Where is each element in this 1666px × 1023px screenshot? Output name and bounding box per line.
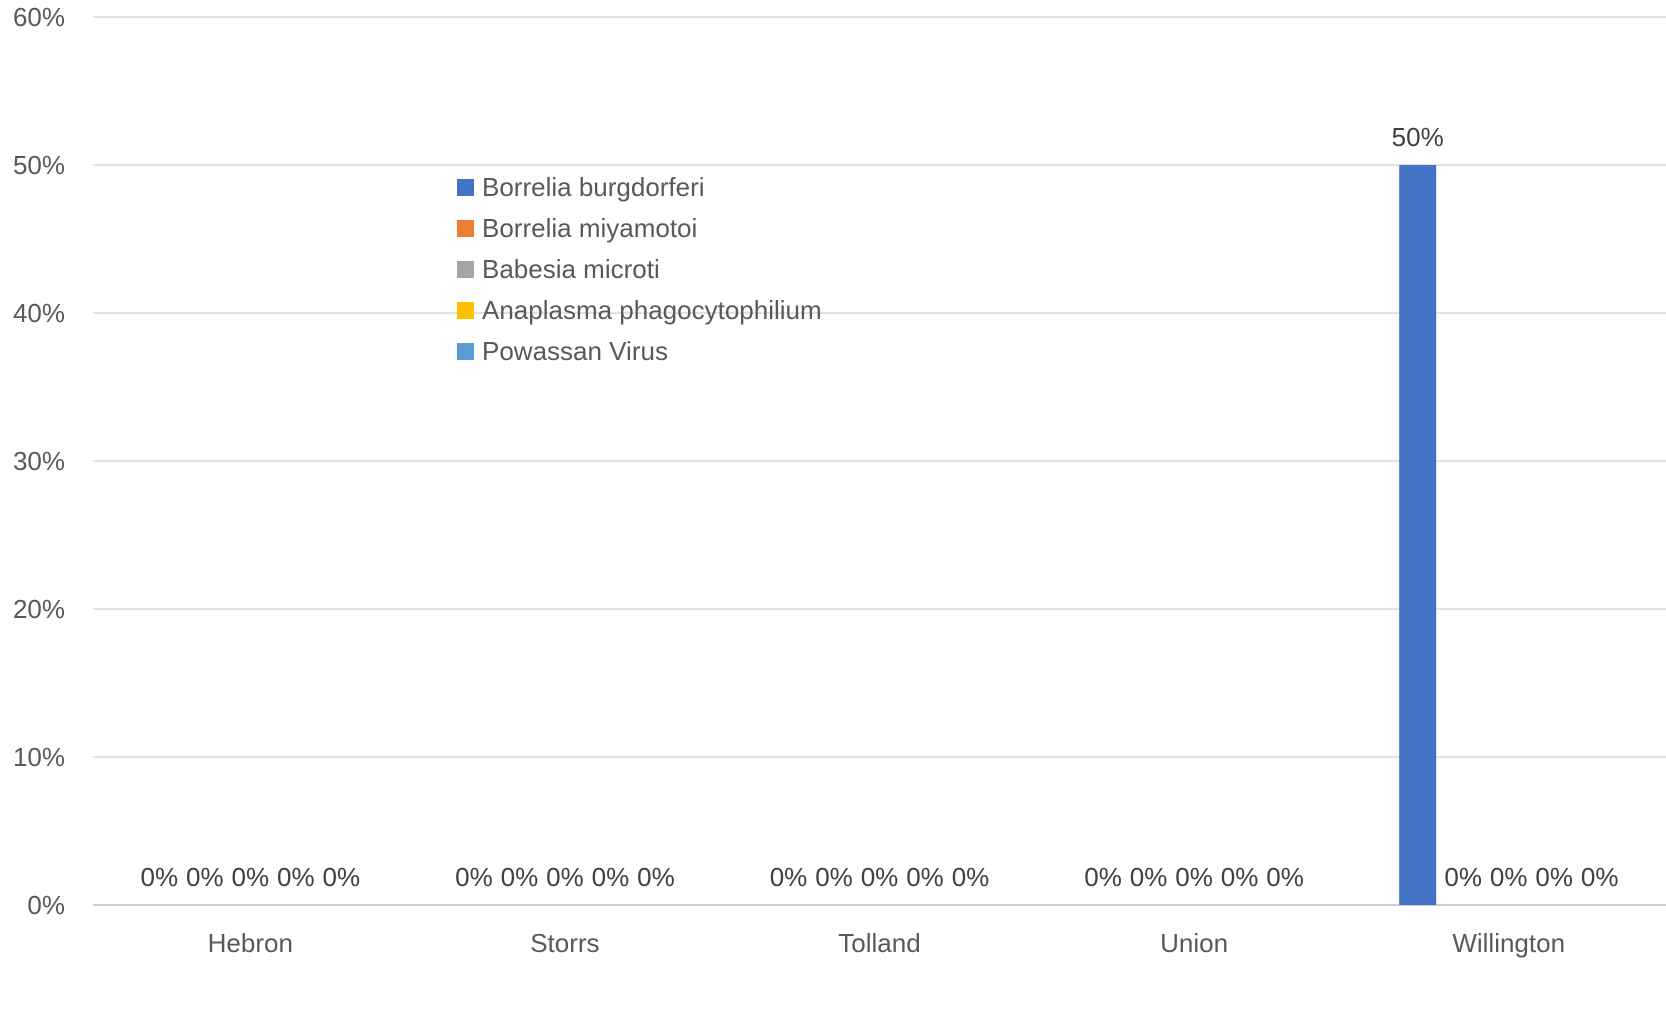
- data-label: 0%: [323, 862, 361, 892]
- data-label: 0%: [592, 862, 630, 892]
- data-label: 0%: [1581, 862, 1619, 892]
- legend-swatch: [457, 343, 474, 360]
- legend-item: Borrelia burgdorferi: [457, 172, 705, 202]
- data-label: 0%: [1266, 862, 1304, 892]
- data-label: 0%: [141, 862, 179, 892]
- data-label: 50%: [1392, 122, 1444, 152]
- x-category-label: Tolland: [838, 928, 920, 958]
- data-label: 0%: [906, 862, 944, 892]
- data-label: 0%: [770, 862, 808, 892]
- legend-swatch: [457, 179, 474, 196]
- legend-label: Borrelia burgdorferi: [482, 172, 705, 202]
- legend-item: Borrelia miyamotoi: [457, 213, 697, 243]
- legend-item: Babesia microti: [457, 254, 660, 284]
- data-label: 0%: [546, 862, 584, 892]
- legend-item: Anaplasma phagocytophilium: [457, 295, 822, 325]
- data-label: 0%: [1444, 862, 1482, 892]
- y-tick-label: 40%: [13, 298, 65, 328]
- data-label: 0%: [186, 862, 224, 892]
- y-tick-label: 20%: [13, 594, 65, 624]
- bars: [1399, 165, 1437, 905]
- legend-swatch: [457, 302, 474, 319]
- data-labels: 0% 0% 0% 0% 0% 0% 0% 0% 0% 0% 0% 0% 0% 0% 0% 0% 0% 0% 0% 0%…: [141, 122, 1619, 892]
- legend: Borrelia burgdorferi Borrelia miyamotoi Ba…: [457, 172, 822, 366]
- data-label: 0%: [455, 862, 493, 892]
- legend-label: Anaplasma phagocytophilium: [482, 295, 822, 325]
- data-label: 0%: [1221, 862, 1259, 892]
- data-label: 0%: [637, 862, 675, 892]
- data-label: 0%: [1084, 862, 1122, 892]
- x-category-label: Hebron: [208, 928, 293, 958]
- legend-label: Babesia microti: [482, 254, 660, 284]
- x-category-label: Union: [1160, 928, 1228, 958]
- legend-item: Powassan Virus: [457, 336, 668, 366]
- legend-label: Borrelia miyamotoi: [482, 213, 697, 243]
- data-label: 0%: [815, 862, 853, 892]
- gridlines: [93, 16, 1666, 906]
- y-tick-label: 60%: [13, 2, 65, 32]
- y-tick-label: 50%: [13, 150, 65, 180]
- x-axis-category-labels: Hebron Storrs Tolland Union Willington: [208, 928, 1565, 958]
- data-label: 0%: [1175, 862, 1213, 892]
- y-tick-label: 30%: [13, 446, 65, 476]
- y-tick-label: 10%: [13, 742, 65, 772]
- bar: [1399, 165, 1437, 905]
- x-category-label: Willington: [1452, 928, 1565, 958]
- y-axis-tick-labels: 0% 10% 20% 30% 40% 50% 60%: [13, 2, 65, 920]
- data-label: 0%: [1130, 862, 1168, 892]
- data-label: 0%: [1490, 862, 1528, 892]
- x-category-label: Storrs: [530, 928, 599, 958]
- legend-swatch: [457, 220, 474, 237]
- data-label: 0%: [952, 862, 990, 892]
- data-label: 0%: [232, 862, 270, 892]
- data-label: 0%: [861, 862, 899, 892]
- data-label: 0%: [277, 862, 315, 892]
- data-label: 0%: [1535, 862, 1573, 892]
- y-tick-label: 0%: [27, 890, 65, 920]
- data-label: 0%: [501, 862, 539, 892]
- legend-label: Powassan Virus: [482, 336, 668, 366]
- legend-swatch: [457, 261, 474, 278]
